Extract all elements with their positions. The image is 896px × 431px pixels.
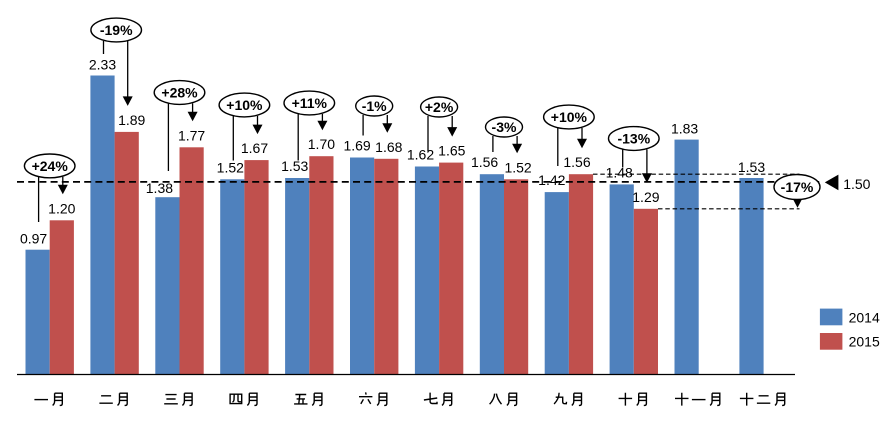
svg-text:1.77: 1.77 bbox=[178, 127, 205, 143]
svg-text:1.56: 1.56 bbox=[563, 154, 590, 170]
svg-text:1.38: 1.38 bbox=[146, 180, 173, 196]
svg-text:+10%: +10% bbox=[226, 97, 263, 113]
svg-text:1.48: 1.48 bbox=[606, 164, 633, 180]
svg-text:1.53: 1.53 bbox=[281, 158, 308, 174]
svg-text:2015: 2015 bbox=[849, 334, 880, 350]
svg-text:1.89: 1.89 bbox=[118, 112, 145, 128]
svg-text:2014: 2014 bbox=[849, 309, 880, 325]
svg-text:+11%: +11% bbox=[292, 95, 328, 111]
svg-text:-3%: -3% bbox=[492, 119, 517, 135]
svg-text:1.62: 1.62 bbox=[407, 147, 434, 163]
svg-text:+2%: +2% bbox=[425, 99, 454, 115]
svg-text:1.42: 1.42 bbox=[538, 172, 565, 188]
svg-text:1.70: 1.70 bbox=[308, 136, 335, 152]
svg-text:1.56: 1.56 bbox=[471, 154, 498, 170]
svg-text:1.29: 1.29 bbox=[632, 189, 659, 205]
svg-text:1.52: 1.52 bbox=[504, 159, 531, 175]
svg-text:1.20: 1.20 bbox=[48, 200, 75, 216]
svg-text:1.69: 1.69 bbox=[343, 138, 370, 154]
svg-text:+24%: +24% bbox=[32, 158, 69, 174]
svg-text:0.97: 0.97 bbox=[20, 231, 47, 247]
svg-text:-13%: -13% bbox=[617, 131, 650, 147]
svg-text:1.53: 1.53 bbox=[738, 159, 765, 175]
svg-text:+10%: +10% bbox=[551, 109, 588, 125]
svg-text:-17%: -17% bbox=[781, 179, 814, 195]
svg-text:1.50: 1.50 bbox=[843, 176, 870, 192]
svg-text:-19%: -19% bbox=[100, 22, 133, 38]
svg-text:1.67: 1.67 bbox=[241, 140, 268, 156]
svg-text:1.52: 1.52 bbox=[217, 159, 244, 175]
svg-text:1.83: 1.83 bbox=[671, 121, 698, 137]
svg-text:1.68: 1.68 bbox=[375, 139, 402, 155]
svg-text:-1%: -1% bbox=[362, 98, 387, 114]
svg-text:1.65: 1.65 bbox=[438, 143, 465, 159]
svg-text:+28%: +28% bbox=[161, 85, 198, 101]
svg-text:2.33: 2.33 bbox=[89, 57, 116, 73]
